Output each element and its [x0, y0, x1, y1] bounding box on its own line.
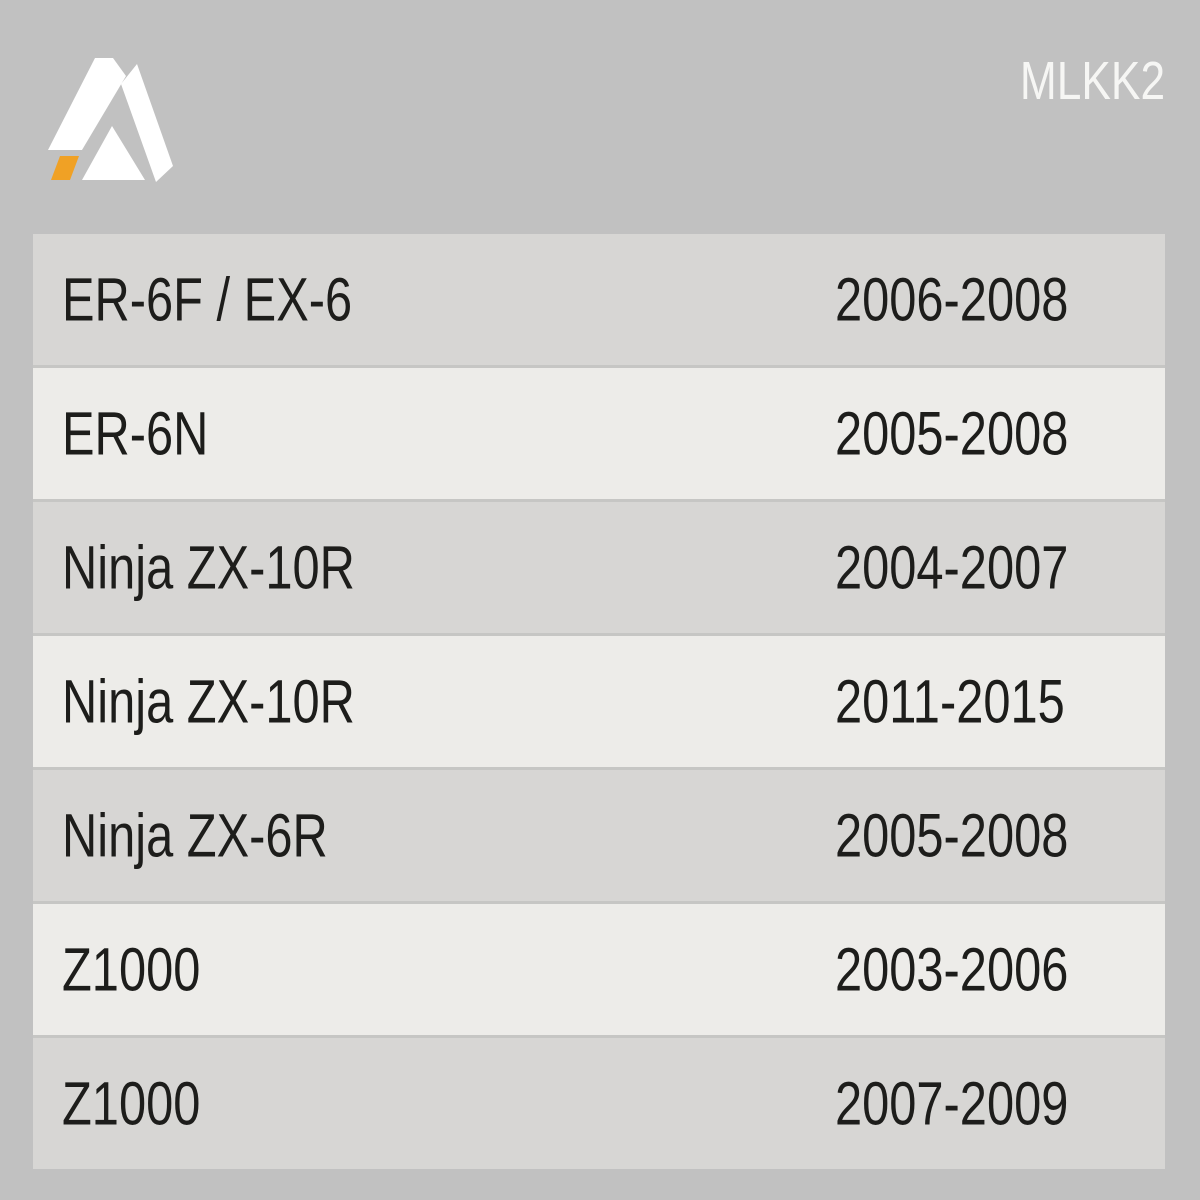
table-row: Ninja ZX-10R 2004-2007: [33, 502, 1165, 633]
model-cell: Ninja ZX-6R: [62, 801, 328, 869]
table-row: Ninja ZX-10R 2011-2015: [33, 636, 1165, 767]
table-row: ER-6F / EX-6 2006-2008: [33, 234, 1165, 365]
logo-accent-segment: [51, 156, 79, 180]
logo-inner-triangle: [82, 126, 145, 180]
years-cell: 2005-2008: [835, 801, 1069, 869]
years-cell: 2003-2006: [835, 935, 1069, 1003]
years-cell: 2011-2015: [835, 667, 1065, 735]
model-cell: Z1000: [62, 935, 201, 1003]
fitment-table: ER-6F / EX-6 2006-2008 ER-6N 2005-2008 N…: [33, 234, 1165, 1169]
model-cell: Z1000: [62, 1069, 201, 1137]
model-cell: Ninja ZX-10R: [62, 667, 355, 735]
table-row: Ninja ZX-6R 2005-2008: [33, 770, 1165, 901]
table-row: Z1000 2007-2009: [33, 1038, 1165, 1169]
table-row: Z1000 2003-2006: [33, 904, 1165, 1035]
table-row: ER-6N 2005-2008: [33, 368, 1165, 499]
years-cell: 2006-2008: [835, 265, 1069, 333]
years-cell: 2005-2008: [835, 399, 1069, 467]
logo-left-limb: [48, 58, 126, 150]
model-cell: ER-6N: [62, 399, 209, 467]
years-cell: 2007-2009: [835, 1069, 1069, 1137]
model-cell: Ninja ZX-10R: [62, 533, 355, 601]
years-cell: 2004-2007: [835, 533, 1069, 601]
brand-a-logo-icon: [48, 58, 173, 182]
product-code: MLKK2: [1019, 51, 1165, 111]
model-cell: ER-6F / EX-6: [62, 265, 353, 333]
logo-right-limb: [121, 64, 173, 182]
